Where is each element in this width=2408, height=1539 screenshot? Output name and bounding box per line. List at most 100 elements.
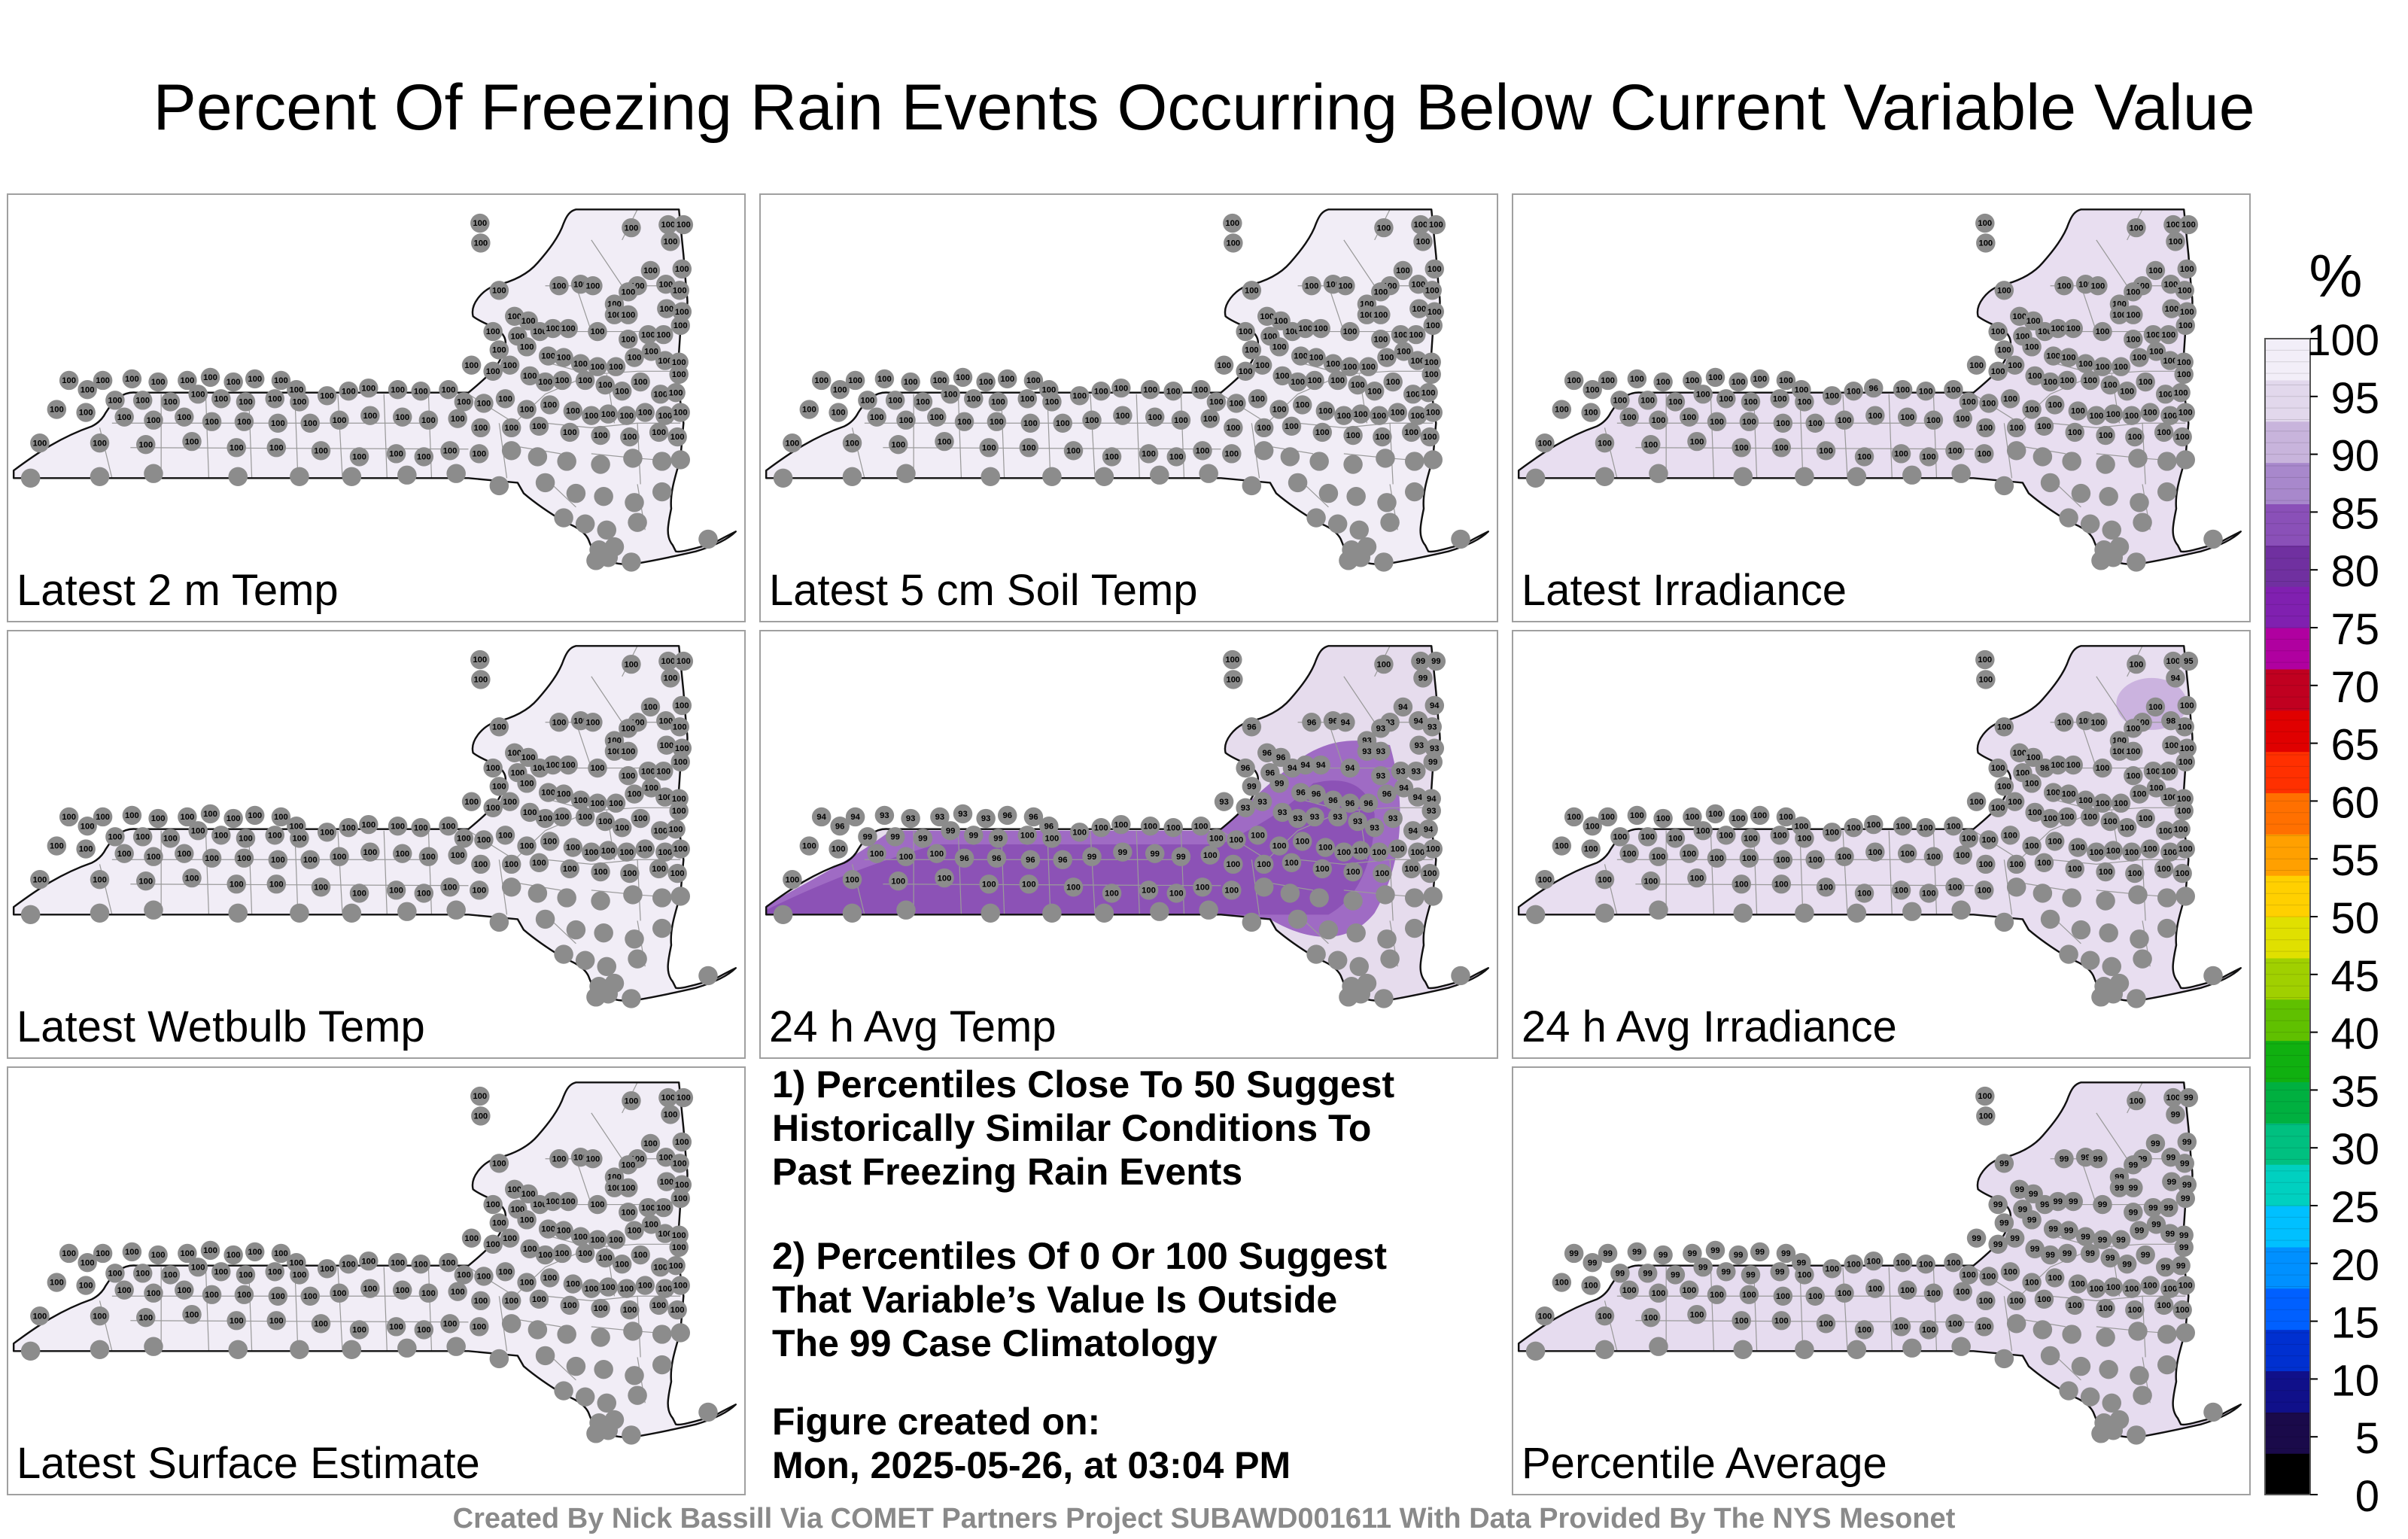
station-value: 100 bbox=[2009, 424, 2023, 433]
station-value: 100 bbox=[1343, 327, 1358, 336]
station-marker bbox=[1976, 1106, 1996, 1126]
station-value: 100 bbox=[899, 853, 914, 862]
station-value: 100 bbox=[2163, 280, 2178, 289]
figure-title: Percent Of Freezing Rain Events Occurrin… bbox=[153, 71, 2254, 144]
station-value: 100 bbox=[631, 718, 645, 727]
station-value: 100 bbox=[1819, 446, 1833, 455]
station-marker bbox=[489, 476, 509, 496]
station-marker bbox=[649, 859, 669, 879]
county-boundary bbox=[337, 830, 343, 915]
station-value: 100 bbox=[2163, 412, 2177, 421]
station-marker bbox=[1373, 427, 1392, 447]
station-marker bbox=[1383, 808, 1403, 829]
station-marker bbox=[2124, 741, 2143, 761]
station-marker bbox=[271, 807, 291, 827]
station-marker bbox=[1042, 903, 1062, 923]
station-value: 100 bbox=[1429, 221, 1443, 230]
station-value: 100 bbox=[2180, 308, 2194, 317]
station-marker bbox=[2043, 783, 2063, 802]
station-value: 100 bbox=[1956, 1288, 1970, 1297]
station-value: 100 bbox=[1022, 443, 1036, 452]
station-value: 100 bbox=[1948, 1319, 1963, 1328]
station-marker bbox=[560, 1295, 580, 1315]
station-value: 100 bbox=[1779, 813, 1793, 822]
station-value: 100 bbox=[181, 1249, 195, 1258]
station-marker bbox=[2100, 1248, 2120, 1268]
station-value: 100 bbox=[1735, 880, 1749, 889]
station-marker bbox=[1380, 512, 1400, 532]
station-marker bbox=[188, 385, 208, 404]
station-value: 93 bbox=[1278, 808, 1287, 817]
station-value: 100 bbox=[2078, 716, 2093, 725]
station-value: 100 bbox=[1774, 880, 1789, 889]
station-marker bbox=[1292, 832, 1312, 851]
station-marker bbox=[2080, 370, 2100, 391]
station-value: 100 bbox=[1383, 281, 1397, 290]
station-value: 93 bbox=[935, 813, 944, 822]
county-boundary bbox=[1932, 1267, 1938, 1352]
station-value: 100 bbox=[2158, 826, 2172, 835]
station-marker bbox=[2087, 842, 2106, 862]
station-value: 100 bbox=[486, 367, 500, 376]
station-value: 100 bbox=[1686, 813, 1700, 822]
station-marker bbox=[135, 871, 156, 891]
station-value: 100 bbox=[848, 376, 862, 385]
station-value: 100 bbox=[1838, 1289, 1852, 1298]
station-value: 100 bbox=[641, 767, 655, 776]
station-marker bbox=[2160, 842, 2180, 862]
station-marker bbox=[625, 784, 644, 804]
station-marker bbox=[1102, 447, 1122, 467]
station-marker bbox=[2124, 766, 2143, 786]
station-marker bbox=[1525, 468, 1546, 488]
station-marker bbox=[935, 431, 954, 452]
station-value: 100 bbox=[532, 422, 546, 431]
station-value: 100 bbox=[615, 823, 629, 832]
station-value: 100 bbox=[1309, 354, 1324, 363]
station-value: 100 bbox=[520, 1216, 534, 1225]
station-value: 100 bbox=[1690, 1310, 1704, 1319]
station-value: 100 bbox=[151, 814, 166, 823]
station-marker bbox=[622, 654, 641, 674]
station-marker bbox=[606, 357, 626, 376]
station-marker bbox=[913, 392, 933, 412]
station-marker bbox=[2175, 752, 2196, 772]
station-marker bbox=[1113, 406, 1133, 425]
station-value: 100 bbox=[486, 804, 500, 813]
station-value: 100 bbox=[557, 790, 571, 799]
station-value: 100 bbox=[203, 810, 217, 819]
station-marker bbox=[2102, 520, 2122, 540]
station-marker bbox=[2166, 668, 2185, 688]
station-marker bbox=[1413, 232, 1433, 251]
station-value: 100 bbox=[2114, 799, 2128, 808]
station-value: 100 bbox=[214, 1268, 228, 1277]
station-value: 100 bbox=[2051, 761, 2065, 770]
station-marker bbox=[2075, 790, 2096, 810]
station-marker bbox=[1200, 845, 1220, 865]
station-marker bbox=[535, 1245, 555, 1265]
station-value: 100 bbox=[658, 1230, 672, 1239]
station-value: 100 bbox=[1919, 387, 1933, 396]
station-value: 100 bbox=[546, 761, 560, 770]
station-marker bbox=[1916, 382, 1935, 401]
station-value: 100 bbox=[414, 1260, 428, 1269]
station-value: 100 bbox=[2012, 749, 2026, 758]
station-marker bbox=[489, 912, 509, 932]
station-value: 93 bbox=[1427, 722, 1437, 731]
station-marker bbox=[517, 400, 537, 419]
station-marker bbox=[1393, 697, 1413, 717]
station-marker bbox=[2063, 318, 2083, 339]
station-marker bbox=[930, 370, 950, 391]
station-marker bbox=[211, 826, 231, 845]
station-marker bbox=[489, 340, 509, 360]
station-marker bbox=[640, 1133, 661, 1154]
station-marker bbox=[1893, 379, 1913, 400]
station-marker bbox=[342, 1340, 362, 1359]
station-marker bbox=[2096, 891, 2115, 911]
county-boundary bbox=[205, 830, 210, 915]
station-value: 100 bbox=[2099, 431, 2113, 440]
station-marker bbox=[202, 412, 222, 431]
station-value: 100 bbox=[2165, 741, 2179, 750]
station-marker bbox=[182, 1304, 202, 1325]
station-value: 100 bbox=[643, 266, 658, 275]
